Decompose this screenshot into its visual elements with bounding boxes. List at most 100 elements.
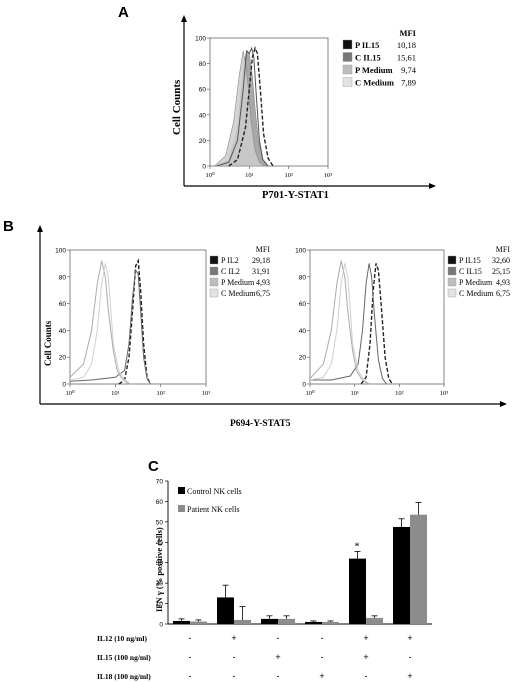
c-condition-mark: +: [407, 633, 412, 643]
panel-c-letter: C: [148, 458, 159, 475]
bl-y-tick-label: 20: [59, 355, 67, 362]
panel-c-ylabel: IFN γ (% positive cells): [154, 527, 164, 612]
c-legend-label-patient-nk-cells: Patient NK cells: [187, 505, 239, 514]
bl-legend-swatch-p-medium: [209, 277, 219, 287]
bl-series-p-medium: [69, 260, 134, 385]
c-condition-mark: -: [189, 671, 192, 681]
c-condition-mark: -: [409, 652, 412, 662]
a-x-tick-label: 10³: [324, 172, 333, 179]
bl-legend-swatch-c-medium: [209, 288, 219, 298]
a-y-tick-label: 80: [199, 61, 207, 68]
c-legend-swatch-control-nk-cells: [178, 487, 185, 494]
c-bar-patient-nk-cells-5: [366, 617, 383, 624]
br-series-c-medium: [309, 263, 371, 385]
panel-c-axes: 0 10 20 30 40 50 60 70: [156, 479, 432, 629]
br-legend-label-p-il15: P IL15: [459, 256, 481, 265]
bl-x-tick-label: 10²: [156, 390, 165, 397]
panel-b-left-y-ticks: 100 80 60 40 20 0: [55, 248, 70, 389]
bl-legend-value-p-il2: 29,18: [252, 256, 270, 265]
br-x-tick-label: 10³: [440, 390, 449, 397]
c-condition-mark: +: [363, 652, 368, 662]
bl-legend-label-c-il2: C IL2: [221, 267, 240, 276]
br-legend-swatch-c-medium: [447, 288, 457, 298]
a-y-tick-label: 100: [195, 36, 206, 43]
c-bar-patient-nk-cells-6: [410, 514, 427, 624]
a-x-tick-label: 10²: [284, 172, 293, 179]
c-y-tick-label: 0: [159, 622, 163, 629]
panel-b-right-legend: MFI P IL15 32,60 C IL15 25,15 P Medium 4,93C M…: [447, 245, 510, 298]
c-condition-label-il15-100-ng-ml: IL15 (100 ng/ml): [97, 653, 151, 662]
bl-legend-label-p-medium: P Medium: [221, 278, 255, 287]
bl-x-tick-label: 10¹: [111, 390, 120, 397]
bl-legend-label-c-medium: C Medium: [221, 289, 256, 298]
c-y-tick-label: 30: [156, 560, 164, 567]
bl-y-tick-label: 0: [62, 382, 66, 389]
c-bar-control-nk-cells-3: [261, 618, 278, 624]
panel-a-ylabel: Cell Counts: [171, 79, 183, 135]
a-legend-label-p-il15: P IL15: [355, 40, 379, 50]
a-x-tick-label: 10¹: [245, 172, 254, 179]
br-y-tick-label: 60: [299, 301, 307, 308]
bl-legend-label-p-il2: P IL2: [221, 256, 239, 265]
c-condition-mark: -: [277, 671, 280, 681]
c-bar-control-nk-cells-2: [217, 597, 234, 624]
panel-b: B 100 80 60 40 20 0 10⁰ 10¹ 10² 10³ MFI P IL2 29,1…: [3, 218, 510, 429]
c-condition-mark: +: [275, 652, 280, 662]
a-legend-value-c-medium: 7,89: [401, 78, 416, 88]
c-condition-mark: -: [277, 633, 280, 643]
br-legend-swatch-p-il15: [447, 255, 457, 265]
br-legend-value-p-il15: 32,60: [492, 256, 510, 265]
panel-c-bars: [173, 502, 427, 624]
a-series-p-il15: [216, 46, 269, 167]
a-x-tick-label: 10⁰: [205, 171, 215, 179]
panel-a-y-ticks: 100 80 60 40 20 0: [195, 36, 210, 171]
bl-series-c-medium: [69, 263, 132, 385]
panel-b-right-x-ticks: 10⁰ 10¹ 10² 10³: [305, 384, 448, 397]
c-condition-mark: +: [231, 633, 236, 643]
br-legend-label-p-medium: P Medium: [459, 278, 493, 287]
a-legend-label-c-il15: C IL15: [355, 53, 381, 63]
c-condition-mark: -: [189, 652, 192, 662]
bl-series-c-il2: [69, 268, 152, 385]
c-condition-label-il18-100-ng-ml: IL18 (100 ng/ml): [97, 672, 151, 681]
br-x-tick-label: 10¹: [350, 390, 359, 397]
panel-b-right-histograms: [309, 260, 393, 385]
bl-legend-value-c-il2: 31,91: [252, 267, 270, 276]
panel-b-left-histograms: [69, 258, 152, 385]
c-condition-mark: -: [321, 633, 324, 643]
panel-a-legend: MFI P IL15 10,18 C IL15 15,61 P Medium 9,74 C M…: [342, 28, 417, 88]
panel-a-x-arrowhead: [429, 183, 436, 189]
panel-a-xlabel: P701-Y-STAT1: [262, 190, 329, 201]
panel-c: C 0 10 20 30 40 50 60 70 Control NK cells Patien…: [97, 458, 432, 681]
br-legend-value-c-il15: 25,15: [492, 267, 510, 276]
bl-x-tick-label: 10⁰: [65, 389, 75, 397]
c-y-tick-label: 20: [156, 581, 164, 588]
c-bar-control-nk-cells-4: [305, 621, 322, 624]
a-legend-label-p-medium: P Medium: [355, 65, 393, 75]
br-legend-swatch-p-medium: [447, 277, 457, 287]
panel-b-ylabel: Cell Counts: [43, 320, 53, 366]
c-bar-patient-nk-cells-1: [190, 621, 207, 624]
bl-legend-value-p-medium: 4,93: [256, 278, 270, 287]
panel-a-letter: A: [118, 4, 129, 21]
br-y-tick-label: 20: [299, 355, 307, 362]
br-legend-value-c-medium: 6,75: [496, 289, 510, 298]
c-condition-label-il12-10-ng-ml: IL12 (10 ng/ml): [97, 634, 148, 643]
c-y-tick-label: 60: [156, 499, 164, 506]
panel-c-legend: Control NK cells Patient NK cells: [178, 487, 242, 514]
panel-b-left-x-ticks: 10⁰ 10¹ 10² 10³: [65, 384, 210, 397]
c-legend-swatch-patient-nk-cells: [178, 505, 185, 512]
c-bar-control-nk-cells-6: [393, 526, 410, 624]
c-y-tick-label: 10: [156, 601, 164, 608]
c-bar-patient-nk-cells-2: [234, 619, 251, 624]
bl-y-tick-label: 80: [59, 274, 67, 281]
br-series-p-il15: [360, 263, 393, 385]
br-legend-value-p-medium: 4,93: [496, 278, 510, 287]
c-bar-patient-nk-cells-3: [278, 618, 295, 624]
panel-b-y-arrowhead: [37, 225, 43, 232]
panel-a-y-arrowhead: [181, 15, 187, 22]
a-legend-swatch-p-medium: [342, 64, 353, 75]
a-legend-value-p-medium: 9,74: [401, 65, 417, 75]
a-y-tick-label: 20: [199, 138, 207, 145]
